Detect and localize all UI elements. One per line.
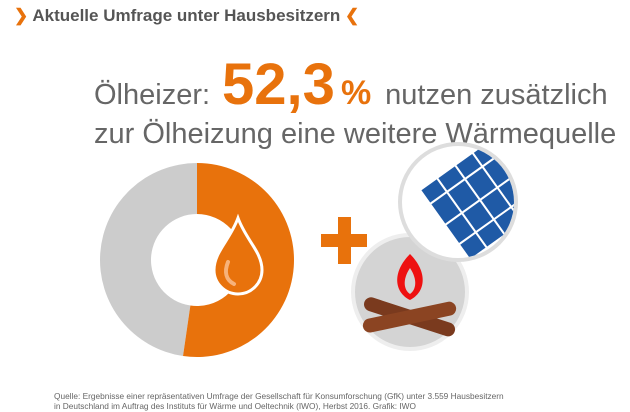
headline-suffix: nutzen zusätzlich [385, 79, 608, 111]
solar-panel-icon [398, 142, 518, 262]
headline-value: 52,3 [222, 52, 335, 117]
headline-prefix: Ölheizer: [94, 79, 211, 111]
headline-unit: % [340, 74, 372, 112]
header-title: Aktuelle Umfrage unter Hausbesitzern [32, 6, 341, 25]
source-line2: in Deutschland im Auftrag des Instituts … [54, 401, 416, 411]
chevron-left-icon: ❮ [345, 6, 360, 25]
oil-drop-icon [212, 213, 264, 296]
header: ❯ Aktuelle Umfrage unter Hausbesitzern ❮ [14, 6, 359, 26]
source-line1: Quelle: Ergebnisse einer repräsentativen… [54, 391, 504, 401]
plus-icon [321, 217, 367, 264]
donut-chart [100, 163, 294, 357]
donut-slice-1 [100, 163, 197, 356]
headline-line2: zur Ölheizung eine weitere Wärmequelle [94, 118, 617, 150]
campfire-icon [351, 233, 469, 351]
chevron-right-icon: ❯ [14, 6, 29, 25]
donut-slice-0 [183, 163, 294, 357]
headline: Ölheizer: 52,3% nutzen zusätzlich [94, 56, 608, 116]
source-note: Quelle: Ergebnisse einer repräsentativen… [54, 391, 504, 411]
